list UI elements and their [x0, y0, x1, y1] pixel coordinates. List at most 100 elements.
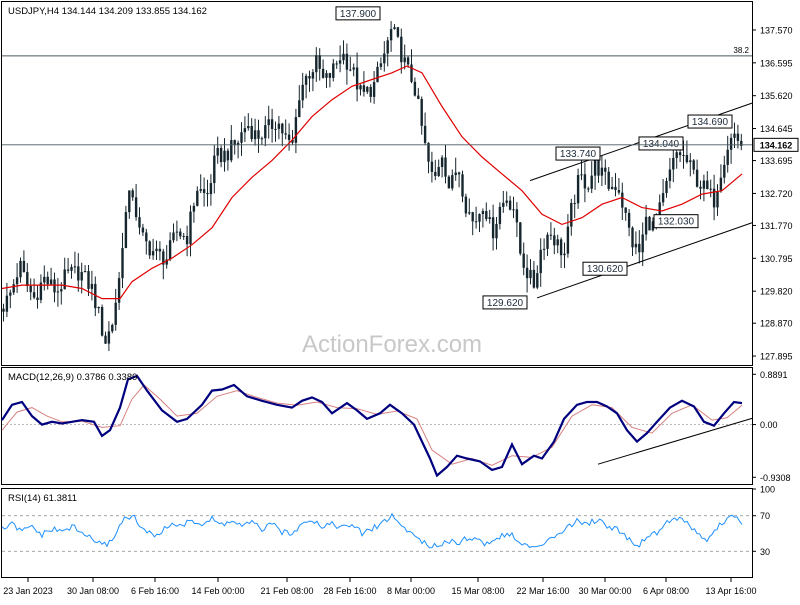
candle-body: [29, 286, 32, 293]
price-tick-label: 135.620: [760, 91, 793, 101]
candle-body: [376, 66, 379, 83]
price-annotation-box: [555, 146, 601, 161]
candle-body: [345, 53, 349, 70]
candle-body: [740, 140, 743, 146]
candle-body: [471, 212, 474, 222]
candle-body: [213, 155, 216, 184]
candle-body: [236, 142, 240, 146]
candle-body: [359, 85, 362, 90]
candle-body: [83, 271, 87, 273]
candle-body: [362, 85, 366, 92]
candle-body: [138, 217, 141, 228]
candle-body: [600, 167, 604, 176]
candle-body: [491, 217, 495, 239]
price-annotation-label: 130.620: [587, 264, 624, 275]
candle-body: [447, 176, 451, 189]
candle-body: [165, 259, 168, 265]
candle-body: [172, 232, 175, 241]
candle-body: [665, 180, 668, 194]
candle-body: [182, 236, 185, 238]
candle-body: [634, 243, 638, 248]
candle-body: [733, 133, 736, 138]
price-annotation-box: [482, 295, 528, 310]
candle-body: [379, 63, 383, 67]
candle-body: [332, 63, 335, 78]
candle-body: [267, 119, 270, 126]
time-tick-label: 22 Mar 16:00: [516, 586, 569, 596]
candle-body: [219, 148, 223, 163]
macd-tick-label: -0.9308: [760, 473, 791, 483]
candle-body: [117, 278, 121, 303]
candle-body: [532, 269, 536, 288]
price-annotation-box: [335, 6, 381, 21]
time-tick-label: 14 Feb 00:00: [191, 586, 244, 596]
candle-body: [158, 248, 162, 252]
candle-body: [706, 180, 709, 189]
candle-body: [430, 161, 434, 172]
candle-body: [124, 212, 128, 249]
candle-body: [576, 175, 580, 204]
candle-body: [464, 196, 468, 214]
candle-body: [338, 60, 342, 64]
candle-body: [318, 55, 321, 69]
candle-body: [505, 200, 508, 203]
candle-body: [542, 248, 546, 250]
candle-body: [281, 123, 284, 134]
candle-body: [49, 279, 53, 285]
candle-body: [423, 125, 427, 143]
candle-body: [175, 231, 179, 233]
candle-body: [590, 175, 593, 189]
candle-body: [444, 157, 447, 177]
candle-body: [668, 169, 672, 181]
candle-body: [695, 169, 699, 187]
candle-body: [352, 67, 355, 70]
candle-body: [247, 126, 250, 129]
candle-body: [597, 159, 600, 176]
candle-body: [498, 206, 502, 224]
candle-body: [495, 223, 498, 239]
candle-body: [461, 174, 464, 197]
candle-body: [199, 189, 202, 191]
candle-body: [566, 226, 570, 254]
watermark-text: ActionForex.com: [302, 331, 482, 358]
candle-body: [145, 232, 148, 242]
candle-body: [94, 283, 97, 309]
candle-body: [257, 130, 260, 139]
candle-body: [393, 27, 396, 30]
candle-body: [403, 57, 406, 63]
rsi-line: [1, 512, 743, 549]
candle-body: [580, 174, 583, 176]
candle-body: [614, 186, 617, 191]
candle-body: [291, 139, 294, 143]
fib-label: 38.2: [733, 46, 749, 55]
candle-body: [624, 207, 627, 213]
macd-tick-label: 0.00: [760, 420, 778, 430]
candle-body: [644, 216, 648, 235]
candle-body: [641, 234, 644, 253]
price-annotation-box: [638, 136, 684, 151]
candle-body: [121, 248, 124, 279]
candle-body: [709, 188, 712, 190]
candle-body: [355, 67, 359, 90]
fib-level: 38.2: [2, 46, 752, 57]
candle-body: [97, 307, 100, 309]
candle-body: [451, 175, 454, 189]
time-tick-label: 30 Mar 00:00: [578, 586, 631, 596]
price-tick-label: 129.820: [760, 287, 793, 297]
candle-body: [311, 72, 315, 79]
candle-body: [573, 202, 576, 204]
candle-body: [80, 271, 83, 281]
rsi-tick-label: 70: [760, 511, 770, 521]
candle-body: [631, 227, 634, 248]
price-panel-title: USDJPY,H4 134.144 134.209 133.855 134.16…: [8, 6, 207, 17]
candle-body: [128, 190, 131, 213]
price-tick-label: 130.795: [760, 254, 793, 264]
candle-body: [719, 177, 723, 192]
macd-indicator: 0.8891 0.00 -0.9308: [1, 370, 791, 483]
candle-body: [189, 211, 192, 245]
candle-body: [729, 137, 733, 150]
candle-body: [15, 277, 19, 285]
candle-body: [627, 212, 631, 228]
